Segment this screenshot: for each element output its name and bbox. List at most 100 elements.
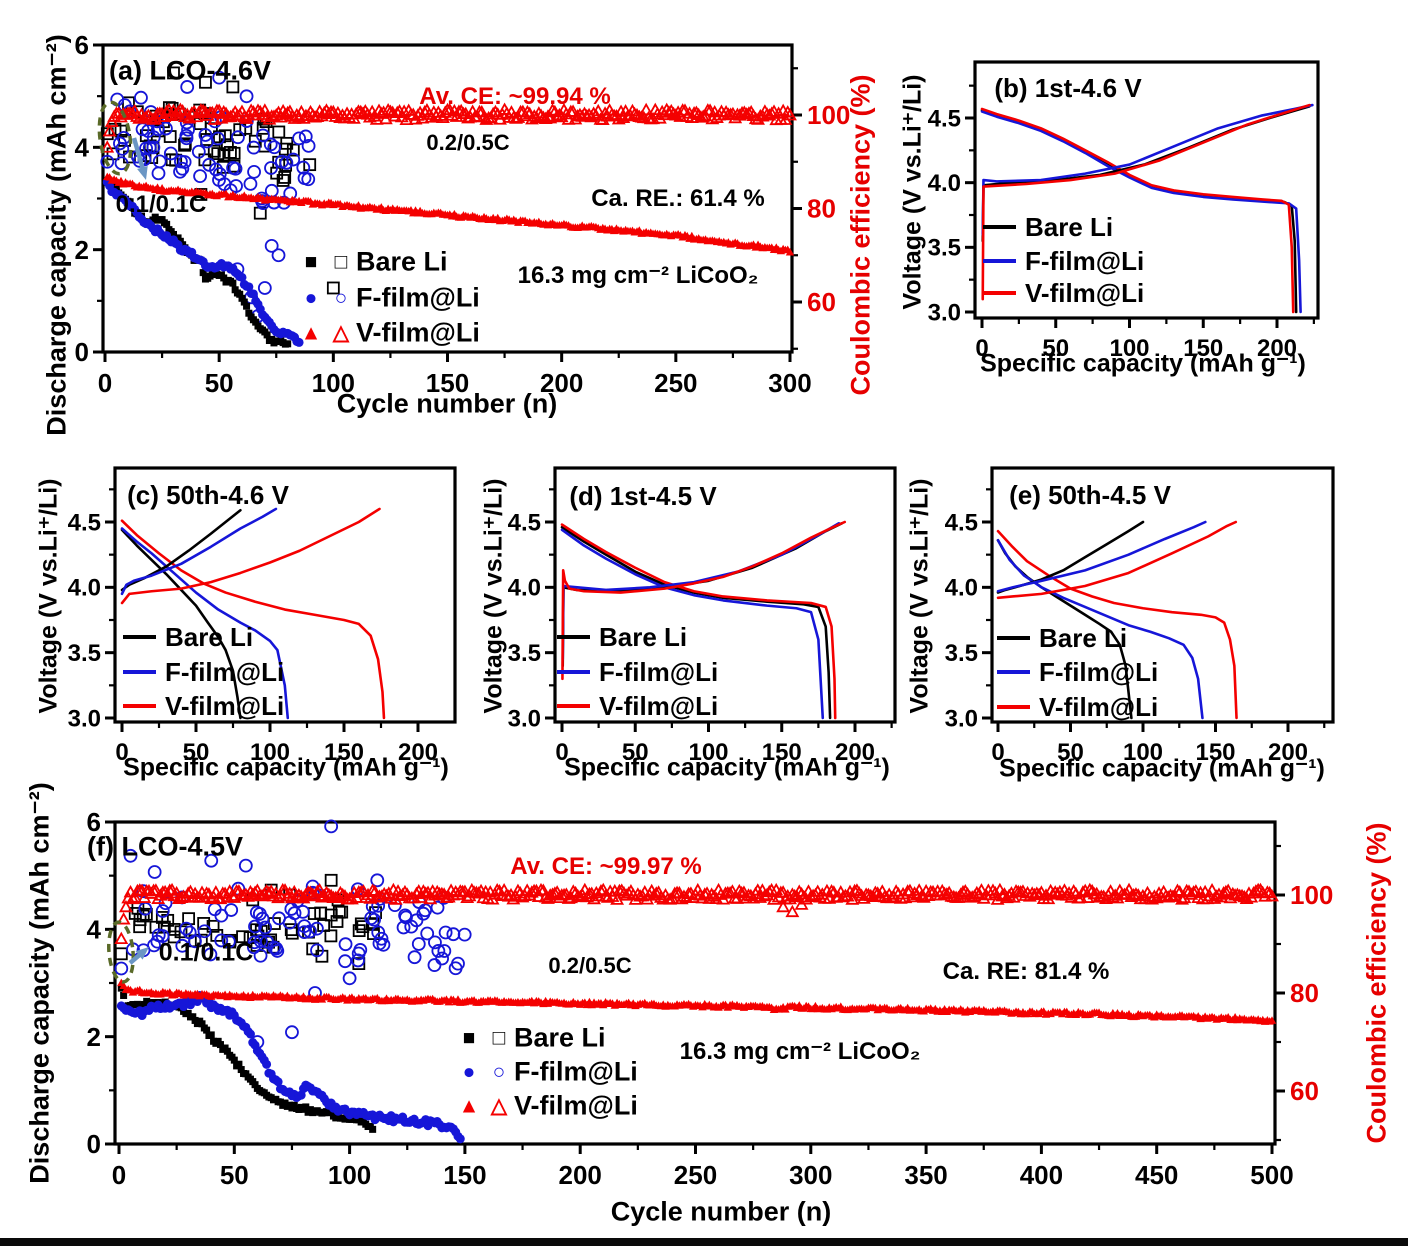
legend-f-f-film: ● ○ F-film@Li	[454, 1058, 638, 1086]
svg-text:150: 150	[324, 739, 364, 766]
svg-text:6: 6	[75, 30, 89, 60]
panel-a-retention-note: Ca. RE.: 61.4 %	[591, 185, 765, 212]
svg-text:80: 80	[807, 194, 836, 224]
svg-text:200: 200	[1268, 739, 1308, 766]
panel-a-label: (a) LCO-4.6V	[108, 55, 272, 86]
svg-text:3.5: 3.5	[945, 640, 978, 667]
svg-text:50: 50	[1057, 739, 1084, 766]
panel-b-x-axis-title: Specific capacity (mAh g⁻¹)	[980, 349, 1306, 378]
svg-text:50: 50	[622, 739, 649, 766]
svg-text:60: 60	[1290, 1076, 1319, 1106]
legend-a-v-film-label: V-film@Li	[356, 317, 480, 348]
svg-text:500: 500	[1250, 1160, 1293, 1190]
legend-d-f-film: F-film@Li	[557, 659, 718, 685]
svg-text:100: 100	[688, 739, 728, 766]
bare-li-filled-square-icon: ■	[304, 250, 318, 274]
svg-text:3.5: 3.5	[68, 640, 101, 667]
f-film-line-icon	[997, 670, 1030, 674]
v-film-line-icon	[557, 704, 590, 708]
legend-a-v-film: ▲ △ V-film@Li	[296, 317, 480, 348]
panel-a-rate-note-2: 0.2/0.5C	[426, 130, 510, 155]
svg-text:2: 2	[75, 235, 89, 265]
legend-f-bare-li-label: Bare Li	[514, 1022, 606, 1053]
legend-b-v-film: V-film@Li	[983, 280, 1144, 306]
legend-a-bare-li-label: Bare Li	[356, 246, 448, 277]
f-film-line-icon	[123, 670, 156, 674]
svg-text:100: 100	[328, 1160, 371, 1190]
legend-c-v-film-label: V-film@Li	[165, 691, 285, 721]
svg-text:100: 100	[250, 739, 290, 766]
panel-e-y-axis-title: Voltage (V vs.Li⁺/Li)	[905, 478, 934, 714]
svg-text:400: 400	[1020, 1160, 1063, 1190]
svg-text:250: 250	[654, 368, 697, 398]
legend-d-f-film-label: F-film@Li	[599, 657, 719, 687]
v-film-open-triangle-icon: △	[490, 1094, 508, 1118]
legend-b-v-film-label: V-film@Li	[1025, 278, 1145, 308]
svg-text:0: 0	[115, 739, 128, 766]
svg-text:250: 250	[674, 1160, 717, 1190]
legend-b-f-film: F-film@Li	[983, 248, 1144, 274]
panel-f-loading-note: 16.3 mg cm⁻² LiCoO₂	[679, 1038, 921, 1065]
f-film-open-circle-icon: ○	[334, 286, 348, 310]
panel-a-average-ce-note: Av. CE: ~99.94 %	[419, 83, 611, 110]
svg-text:0: 0	[87, 1129, 101, 1159]
panel-f-rate-note-2: 0.2/0.5C	[548, 953, 632, 978]
svg-text:350: 350	[904, 1160, 947, 1190]
legend-f-bare-li: ■ □ Bare Li	[454, 1022, 606, 1053]
legend-e-bare-li: Bare Li	[997, 625, 1127, 651]
legend-f-v-film-label: V-film@Li	[514, 1090, 638, 1121]
svg-text:100: 100	[807, 100, 850, 130]
legend-e-v-film-label: V-film@Li	[1039, 692, 1159, 722]
svg-text:4.0: 4.0	[508, 575, 541, 602]
svg-text:300: 300	[768, 368, 811, 398]
legend-b-bare-li-label: Bare Li	[1025, 212, 1114, 242]
bare-li-open-square-icon: □	[334, 250, 348, 274]
svg-text:3.0: 3.0	[945, 705, 978, 732]
svg-text:0: 0	[991, 739, 1004, 766]
legend-c-bare-li-label: Bare Li	[165, 622, 254, 652]
legend-e-v-film: V-film@Li	[997, 694, 1158, 720]
legend-e-bare-li-label: Bare Li	[1039, 623, 1128, 653]
svg-text:150: 150	[1183, 335, 1223, 362]
legend-a-bare-li: ■ □ Bare Li	[296, 246, 448, 277]
svg-text:200: 200	[835, 739, 875, 766]
v-film-filled-triangle-icon: ▲	[300, 321, 322, 345]
panel-f-rate-note-1: 0.1/0.1C	[158, 938, 254, 967]
f-film-line-icon	[557, 670, 590, 674]
panel-b-y-axis-title: Voltage (V vs.Li⁺/Li)	[898, 74, 927, 310]
svg-text:50: 50	[183, 739, 210, 766]
v-film-line-icon	[983, 291, 1016, 295]
legend-d-v-film: V-film@Li	[557, 693, 718, 719]
svg-text:3.0: 3.0	[928, 299, 961, 326]
svg-text:4.0: 4.0	[68, 575, 101, 602]
svg-text:0: 0	[975, 335, 988, 362]
svg-text:4.0: 4.0	[945, 575, 978, 602]
panel-c-y-axis-title: Voltage (V vs.Li⁺/Li)	[34, 478, 63, 714]
panel-f-y2-axis-title: Coulombic efficiency (%)	[1361, 822, 1392, 1144]
legend-e-f-film-label: F-film@Li	[1039, 657, 1159, 687]
panel-e-x-axis-title: Specific capacity (mAh g⁻¹)	[999, 754, 1325, 783]
panel-f-average-ce-note: Av. CE: ~99.97 %	[510, 853, 702, 880]
panel-a-loading-note: 16.3 mg cm⁻² LiCoO₂	[517, 262, 759, 289]
svg-text:450: 450	[1135, 1160, 1178, 1190]
svg-text:100: 100	[1123, 739, 1163, 766]
panel-a-y2-axis-title: Coulombic efficiency (%)	[845, 74, 876, 396]
svg-text:0: 0	[98, 368, 112, 398]
svg-text:0: 0	[75, 337, 89, 367]
panel-d-y-axis-title: Voltage (V vs.Li⁺/Li)	[479, 478, 508, 714]
svg-text:100: 100	[1290, 880, 1333, 910]
svg-text:4.5: 4.5	[945, 509, 978, 536]
f-film-line-icon	[983, 259, 1016, 263]
legend-b-bare-li: Bare Li	[983, 214, 1113, 240]
v-film-line-icon	[123, 704, 156, 708]
bare-li-line-icon	[997, 636, 1030, 640]
svg-text:150: 150	[762, 739, 802, 766]
svg-text:3.5: 3.5	[928, 235, 961, 262]
svg-text:200: 200	[559, 1160, 602, 1190]
svg-text:6: 6	[87, 807, 101, 837]
legend-c-f-film-label: F-film@Li	[165, 657, 285, 687]
svg-text:50: 50	[1042, 335, 1069, 362]
svg-text:0: 0	[555, 739, 568, 766]
svg-text:200: 200	[1257, 335, 1297, 362]
v-film-filled-triangle-icon: ▲	[458, 1094, 480, 1118]
